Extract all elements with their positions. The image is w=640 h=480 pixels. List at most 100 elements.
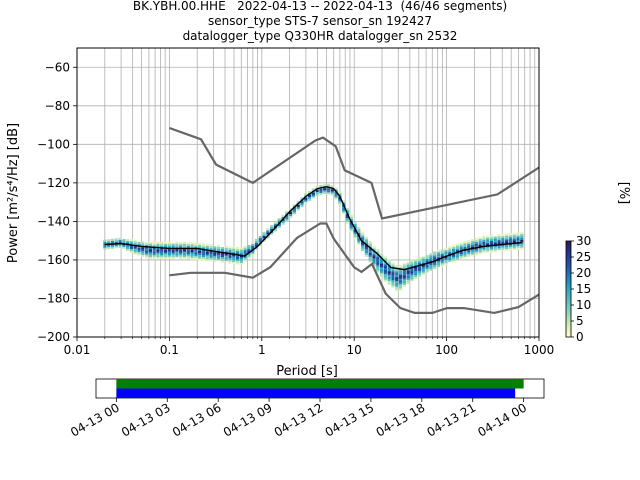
psd-cell — [289, 211, 293, 215]
psd-cell — [448, 255, 452, 259]
psd-cell — [213, 255, 217, 259]
psd-cell — [470, 244, 475, 247]
psd-cell — [220, 258, 225, 261]
psd-cell — [217, 248, 221, 251]
psd-cell — [163, 243, 168, 246]
psd-cell — [235, 260, 240, 263]
colorbar-tick-label: 25 — [576, 250, 591, 264]
psd-cell — [410, 267, 414, 270]
psd-cell — [429, 266, 433, 269]
psd-cell — [179, 255, 183, 258]
psd-cell — [194, 244, 198, 247]
psd-cell — [349, 214, 353, 218]
psd-cell — [129, 244, 134, 248]
psd-cell — [459, 255, 463, 258]
psd-cell — [414, 274, 418, 277]
psd-cell — [251, 253, 255, 256]
psd-cell — [444, 259, 448, 262]
psd-cell — [220, 252, 225, 256]
colorbar-segment — [566, 283, 571, 286]
psd-cell — [194, 254, 198, 257]
psd-cell — [122, 244, 126, 248]
psd-cell — [235, 254, 240, 257]
psd-cell — [182, 251, 187, 254]
colorbar-segment — [566, 327, 571, 330]
psd-cell — [421, 262, 425, 265]
psd-cell — [463, 242, 467, 246]
psd-cell — [152, 241, 156, 244]
psd-cell — [285, 219, 289, 222]
psd-cell — [137, 241, 141, 245]
psd-cell — [391, 262, 395, 265]
psd-cell — [508, 238, 513, 242]
psd-cell — [398, 280, 403, 283]
psd-cell — [379, 267, 384, 270]
colorbar-segment — [566, 273, 571, 276]
psd-cell — [239, 257, 243, 260]
psd-cell — [391, 277, 395, 281]
psd-cell — [520, 239, 524, 242]
psd-cell — [232, 261, 236, 265]
psd-cell — [376, 266, 380, 269]
psd-cell — [493, 246, 497, 249]
psd-cell — [156, 247, 160, 250]
psd-cell — [482, 251, 486, 254]
psd-cell — [254, 242, 259, 245]
psd-cell — [520, 235, 524, 239]
psd-cell — [516, 245, 520, 249]
psd-cell — [357, 232, 361, 235]
psd-cell — [474, 239, 478, 242]
psd-cell — [376, 251, 380, 254]
psd-cell — [417, 258, 422, 262]
psd-cell — [205, 251, 209, 254]
psd-cell — [232, 252, 236, 255]
psd-cell — [361, 243, 365, 246]
psd-cell — [357, 240, 361, 243]
psd-cell — [421, 272, 425, 275]
psd-cell — [209, 253, 213, 256]
mean-psd — [104, 185, 522, 271]
psd-cell — [345, 219, 350, 222]
psd-cell — [467, 241, 471, 245]
y-tick-label: −60 — [45, 60, 70, 74]
psd-cell — [470, 242, 475, 245]
psd-cell — [455, 257, 459, 260]
psd-cell — [190, 257, 194, 260]
psd-cell — [213, 257, 217, 261]
psd-cell — [194, 242, 198, 245]
psd-cell — [107, 241, 111, 244]
psd-cell — [508, 236, 513, 240]
colorbar-segment — [566, 293, 571, 296]
psd-cell — [137, 247, 141, 250]
psd-cell — [410, 278, 414, 282]
psd-cell — [425, 256, 429, 260]
psd-cell — [235, 248, 240, 252]
psd-cell — [194, 248, 198, 251]
psd-cell — [182, 241, 187, 244]
psd-cell — [512, 248, 516, 251]
psd-cell — [379, 265, 384, 268]
psd-cell — [486, 235, 490, 238]
psd-cell — [425, 254, 429, 258]
psd-cell — [190, 253, 194, 256]
psd-cell — [425, 264, 429, 267]
psd-cell — [300, 201, 304, 204]
psd-cell — [198, 252, 202, 255]
psd-cell — [198, 244, 202, 248]
psd-cell — [258, 235, 262, 239]
psd-cell — [201, 247, 206, 250]
psd-cell — [444, 253, 448, 256]
psd-cell — [474, 247, 478, 250]
psd-cell — [345, 221, 350, 224]
psd-cell — [474, 243, 478, 246]
psd-cell — [247, 254, 251, 257]
psd-cell — [421, 258, 425, 261]
psd-cell — [243, 246, 247, 249]
psd-cell — [270, 228, 274, 231]
psd-cell — [179, 251, 183, 254]
psd-cell — [171, 245, 175, 248]
psd-cell — [398, 278, 403, 281]
psd-cell — [459, 253, 463, 256]
psd-cell — [285, 215, 289, 218]
psd-cell — [228, 253, 232, 256]
